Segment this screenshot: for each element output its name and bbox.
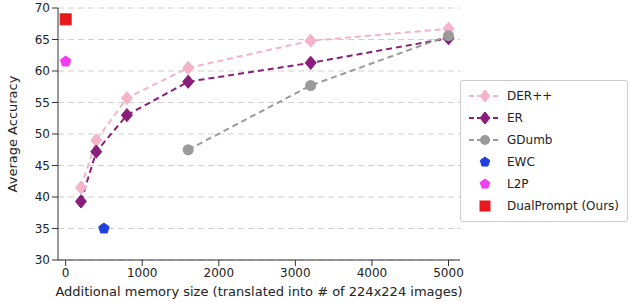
html-text:GDumb: GDumb xyxy=(507,133,553,147)
svg-text:4000: 4000 xyxy=(357,266,388,280)
svg-text:40: 40 xyxy=(35,190,50,204)
svg-text:2000: 2000 xyxy=(204,266,235,280)
svg-text:60: 60 xyxy=(35,64,50,78)
html-text:L2P: L2P xyxy=(507,177,529,191)
svg-text:70: 70 xyxy=(35,1,50,15)
svg-text:55: 55 xyxy=(35,96,50,110)
html-text:DualPrompt (Ours): DualPrompt (Ours) xyxy=(507,199,619,213)
svg-text:1000: 1000 xyxy=(127,266,158,280)
html-text:ER: ER xyxy=(507,111,523,125)
svg-text:Average Accuracy: Average Accuracy xyxy=(5,75,20,192)
svg-text:65: 65 xyxy=(35,33,50,47)
svg-text:3000: 3000 xyxy=(280,266,311,280)
svg-text:35: 35 xyxy=(35,222,50,236)
html-text:EWC: EWC xyxy=(507,155,535,169)
html-text:DER++: DER++ xyxy=(507,89,553,103)
svg-text:Additional memory size (transl: Additional memory size (translated into … xyxy=(55,284,462,299)
svg-text:5000: 5000 xyxy=(433,266,464,280)
svg-text:30: 30 xyxy=(35,253,50,267)
svg-text:0: 0 xyxy=(62,266,70,280)
svg-text:50: 50 xyxy=(35,127,50,141)
svg-text:45: 45 xyxy=(35,159,50,173)
